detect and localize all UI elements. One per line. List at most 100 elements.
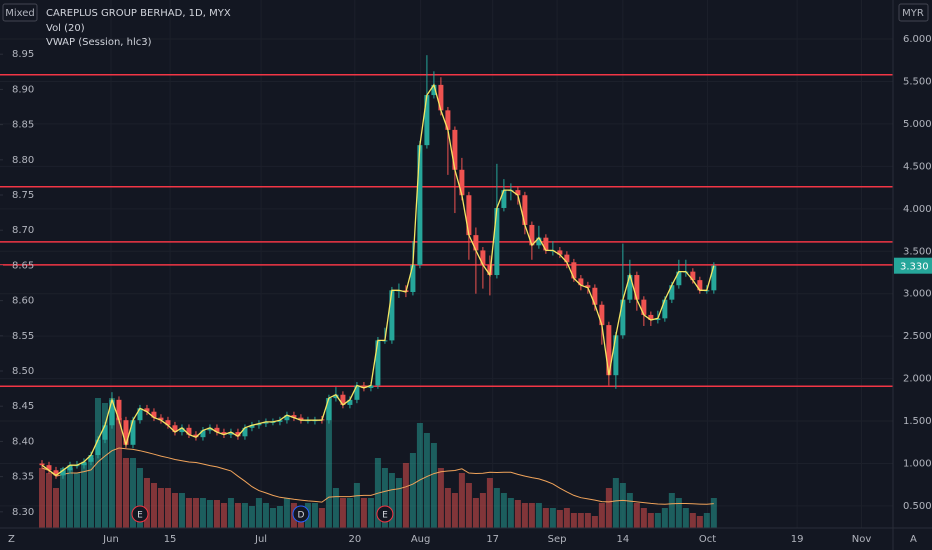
volume-bar (94, 398, 101, 528)
corner-left[interactable]: Z (8, 534, 15, 545)
volume-bar (213, 500, 220, 528)
volume-bar (164, 488, 171, 528)
currency-box[interactable] (898, 3, 929, 22)
volume-bar (115, 418, 122, 528)
candle-body (333, 394, 339, 399)
x-tick-label: Sep (548, 534, 567, 545)
candle-body (186, 427, 192, 435)
y-tick-label: 3.000 (903, 289, 932, 300)
scale-mode[interactable]: Mixed (5, 8, 35, 19)
candle-body (697, 280, 703, 291)
volume-bar (598, 503, 605, 528)
candle-body (340, 394, 346, 405)
y2-tick-label: 8.75 (12, 190, 34, 201)
candle-body (459, 169, 465, 196)
y2-tick-label: 8.95 (12, 49, 34, 60)
volume-bar (45, 473, 52, 528)
volume-bar (52, 488, 59, 528)
x-tick-label: 19 (791, 534, 804, 545)
y-tick-label: 4.500 (903, 161, 932, 172)
candle-body (256, 423, 262, 426)
candle-body (67, 465, 73, 471)
volume-bar (633, 503, 640, 528)
candle-body (144, 408, 150, 412)
volume-bar (689, 513, 696, 528)
y-tick-label: 1.500 (903, 416, 932, 427)
event-marker (131, 505, 149, 523)
y2-tick-label: 8.35 (12, 472, 34, 483)
x-tick-label: Nov (852, 534, 872, 545)
candle-body (424, 95, 430, 146)
candle-body (613, 335, 619, 376)
y2-tick-label: 8.40 (12, 436, 34, 447)
chart-title: CAREPLUS GROUP BERHAD, 1D, MYX (46, 8, 231, 19)
y2-tick-label: 8.90 (12, 84, 34, 95)
volume-bar (311, 503, 318, 528)
volume-bar (437, 468, 444, 528)
corner-right[interactable]: A (910, 534, 917, 545)
candle-body (466, 195, 472, 236)
volume-bar (535, 503, 542, 528)
y2-tick-label: 8.30 (12, 507, 34, 518)
volume-bar (388, 473, 395, 528)
candle-body (277, 420, 283, 422)
candle-body (221, 432, 227, 435)
volume-bar (339, 498, 346, 528)
candle-body (620, 299, 626, 336)
event-marker (376, 505, 394, 523)
vwap-line (41, 83, 715, 477)
volume-bar (199, 498, 206, 528)
candle-body (417, 145, 423, 265)
candle-body (655, 318, 661, 321)
y-tick-label: 0.500 (903, 501, 932, 512)
volume-bar (395, 478, 402, 528)
x-tick-label: Aug (411, 534, 431, 545)
candle-body (284, 415, 290, 421)
candle-body (235, 432, 241, 437)
volume-bar (640, 508, 647, 528)
candle-body (473, 235, 479, 251)
candle-body (151, 411, 157, 418)
candle-body (676, 271, 682, 286)
y-tick-label: 5.000 (903, 119, 932, 130)
volume-bar (360, 498, 367, 528)
volume-bar (661, 508, 668, 528)
volume-bar (542, 508, 549, 528)
y-tick-label: 3.500 (903, 246, 932, 257)
candle-body (165, 420, 171, 426)
volume-pane (38, 398, 717, 528)
candle-body (263, 421, 269, 424)
event-label: D (297, 511, 304, 521)
volume-bar (710, 498, 717, 528)
candle-body (557, 250, 563, 255)
currency[interactable]: MYR (902, 8, 924, 19)
volume-bar (584, 513, 591, 528)
volume-bar (668, 493, 675, 528)
candle-body (109, 399, 115, 426)
volume-bar (619, 483, 626, 528)
indicator-label: Vol (20) (46, 23, 85, 34)
volume-bar (605, 488, 612, 528)
volume-bar (157, 488, 164, 528)
candle-body (347, 399, 353, 405)
last-price-label: 3.330 (900, 262, 929, 273)
candle-body (60, 470, 66, 476)
volume-bar (122, 458, 129, 528)
candle-body (480, 250, 486, 265)
volume-bar (241, 503, 248, 528)
candle-body (627, 275, 633, 300)
volume-bar (66, 468, 73, 528)
volume-bar (59, 468, 66, 528)
volume-bar (430, 443, 437, 528)
volume-bar (423, 433, 430, 528)
candle-body (81, 461, 87, 466)
scale-mode-box[interactable] (2, 3, 38, 22)
volume-bar (185, 498, 192, 528)
candle-body (88, 454, 94, 462)
candle-body (389, 290, 395, 341)
volume-bar (493, 488, 500, 528)
y2-tick-label: 8.45 (12, 401, 34, 412)
y-tick-label: 4.000 (903, 204, 932, 215)
